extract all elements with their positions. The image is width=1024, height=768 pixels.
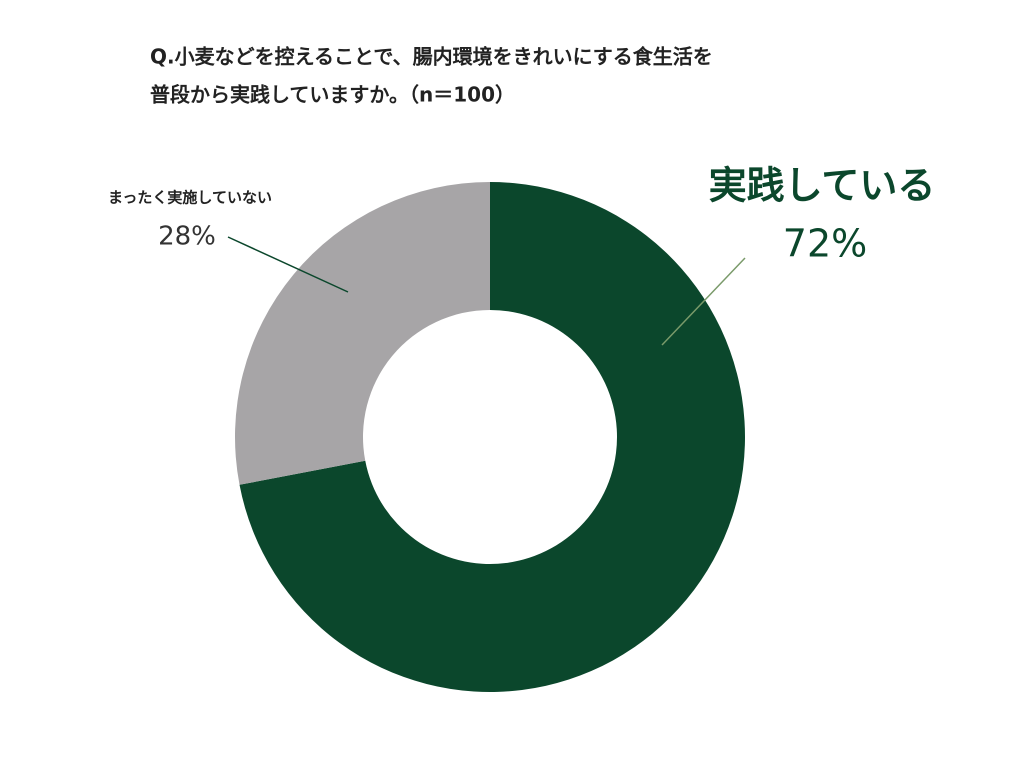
chart-title: Q.小麦などを控えることで、腸内環境をきれいにする食生活を bbox=[150, 45, 713, 69]
leader-line bbox=[227, 236, 349, 293]
leader-line bbox=[661, 257, 746, 346]
category-label: 実践している bbox=[709, 164, 936, 208]
donut-segment bbox=[235, 182, 490, 485]
value-label: 72% bbox=[783, 222, 867, 266]
value-label: 28% bbox=[158, 222, 216, 252]
chart-title: 普段から実践していますか。（n＝100） bbox=[150, 83, 515, 107]
category-label: まったく実施していない bbox=[108, 189, 272, 207]
donut-segment bbox=[239, 182, 745, 693]
